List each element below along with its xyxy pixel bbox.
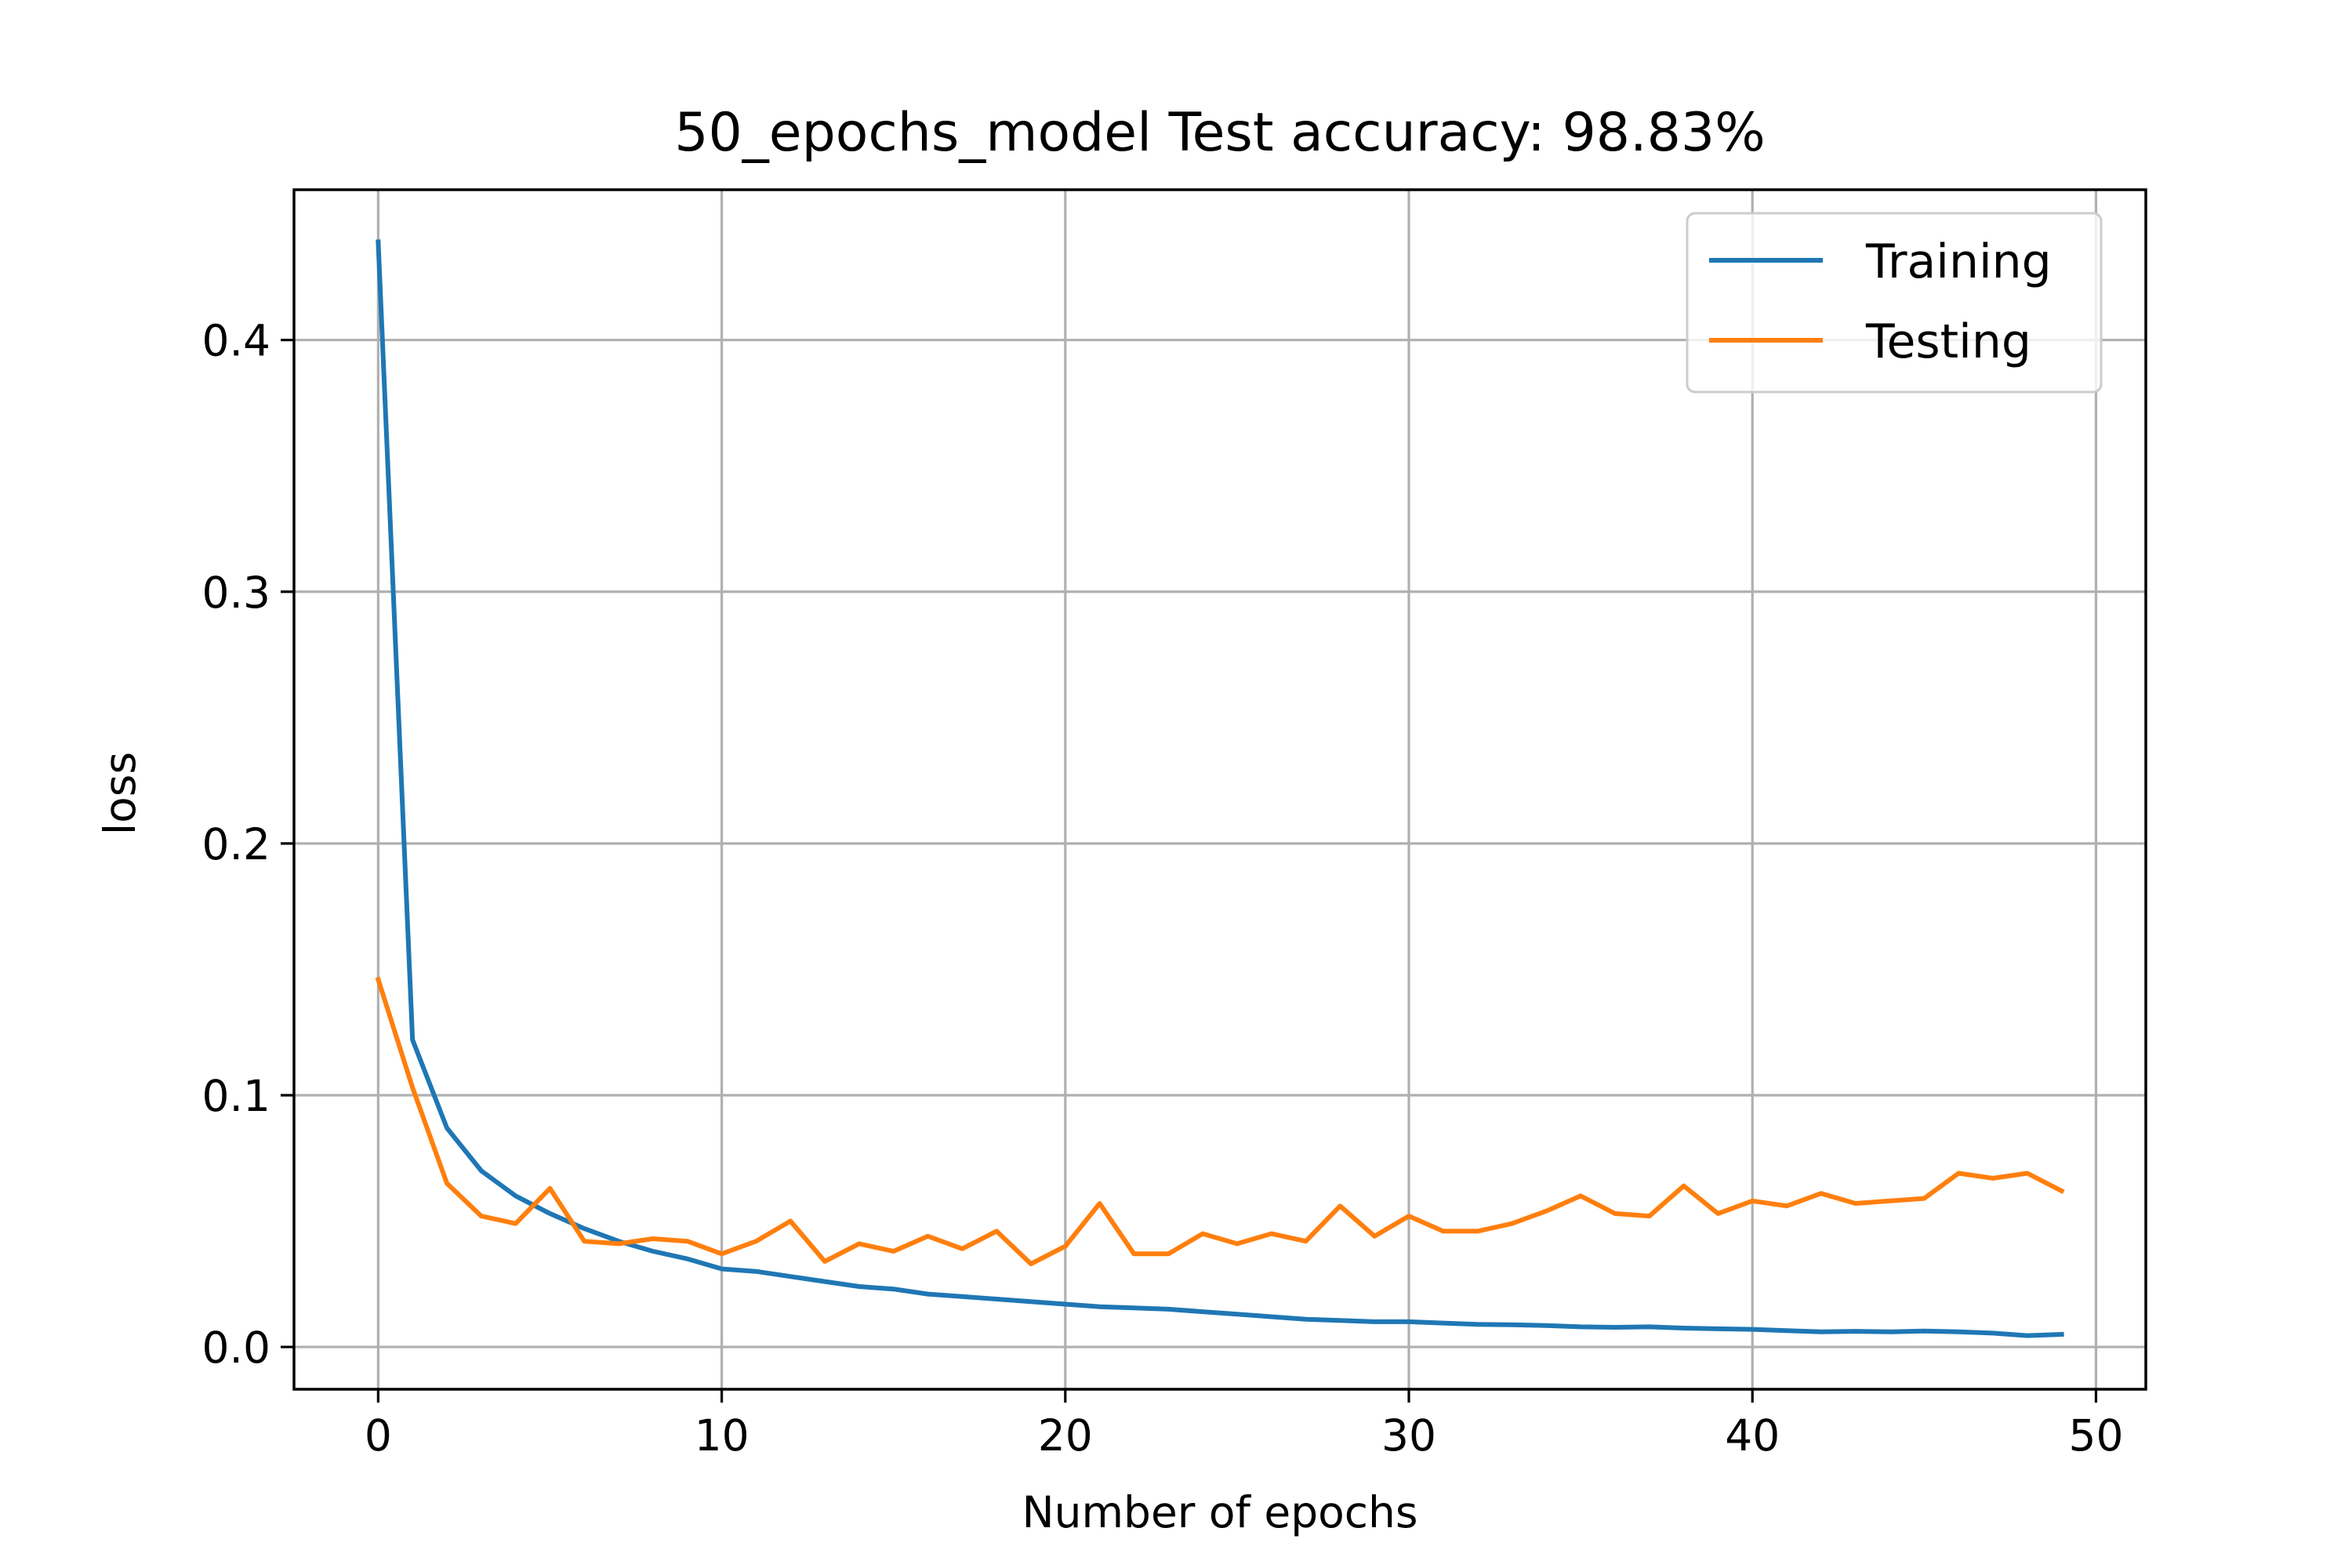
series-line-training: [376, 239, 2064, 1338]
x-tick-label: 20: [1038, 1410, 1093, 1461]
x-tick-label: 10: [695, 1410, 750, 1461]
x-tick-label: 30: [1381, 1410, 1436, 1461]
series-line-testing: [375, 976, 2065, 1267]
x-axis-title: Number of epochs: [1022, 1487, 1417, 1537]
y-tick-label: 0.1: [202, 1071, 270, 1121]
legend: Training Testing: [1686, 212, 2103, 394]
plot-frame: [292, 188, 2147, 1391]
y-axis-ticks: 0.0 0.1 0.2 0.3 0.4: [202, 316, 294, 1373]
y-tick-label: 0.3: [202, 568, 270, 618]
x-tick-label: 50: [2068, 1410, 2123, 1461]
legend-label-testing: Testing: [1865, 314, 2031, 369]
y-axis-title: loss: [95, 752, 145, 835]
y-tick-label: 0.0: [202, 1323, 270, 1373]
y-tick-label: 0.4: [202, 316, 270, 366]
x-axis-ticks: 0 10 20 30 40 50: [365, 1389, 2123, 1461]
x-tick-label: 40: [1725, 1410, 1780, 1461]
x-tick-label: 0: [365, 1410, 392, 1461]
legend-label-training: Training: [1865, 234, 2052, 289]
y-tick-label: 0.2: [202, 819, 270, 869]
chart-title: 50_epochs_model Test accuracy: 98.83%: [674, 102, 1766, 164]
series-lines: [375, 239, 2065, 1338]
